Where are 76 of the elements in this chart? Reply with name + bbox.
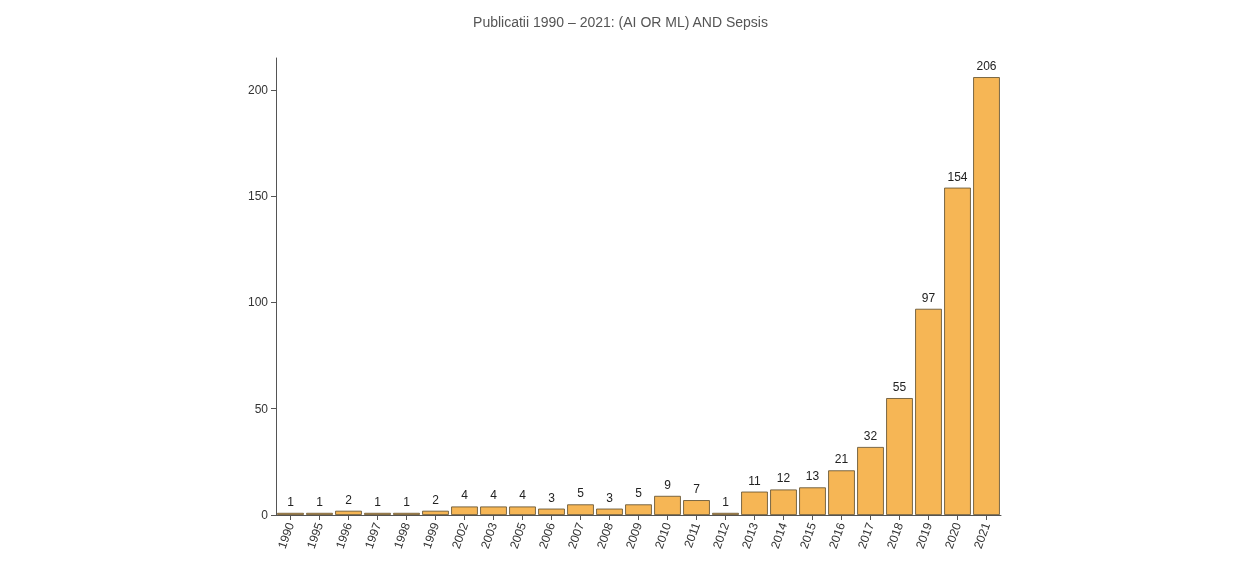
bar <box>683 500 710 515</box>
data-label: 154 <box>947 169 968 184</box>
x-tick-label: 2005 <box>506 520 530 551</box>
bar <box>944 187 971 515</box>
data-label: 21 <box>834 452 849 467</box>
x-tick-label: 2021 <box>970 520 994 551</box>
x-tick-label: 2019 <box>912 520 936 551</box>
x-tick-label: 1990 <box>274 520 298 551</box>
x-tick-label: 1999 <box>419 520 443 551</box>
x-tick-label: 2008 <box>593 520 617 551</box>
x-tick-label: 2006 <box>535 520 559 551</box>
data-label: 1 <box>722 494 730 509</box>
x-tick-label: 1997 <box>361 520 385 551</box>
data-label: 55 <box>892 380 907 395</box>
data-label: 1 <box>316 494 324 509</box>
x-tick-label: 1998 <box>390 520 414 551</box>
data-label: 2 <box>345 492 353 507</box>
x-tick-label: 2011 <box>681 520 704 550</box>
x-tick-label: 2020 <box>941 520 965 551</box>
y-tick-label: 150 <box>247 189 269 204</box>
bar <box>596 508 623 515</box>
data-label: 5 <box>635 486 643 501</box>
data-label: 11 <box>748 473 762 488</box>
x-tick-label: 2009 <box>622 520 646 551</box>
x-tick-label: 2016 <box>825 520 849 551</box>
bar <box>915 308 942 515</box>
data-label: 4 <box>490 488 498 503</box>
x-tick-label: 2007 <box>564 520 588 551</box>
data-label: 97 <box>921 290 936 305</box>
x-tick-label: 2015 <box>796 520 820 551</box>
x-tick-label: 2017 <box>854 520 878 551</box>
data-label: 12 <box>776 471 791 486</box>
x-tick-label: 2013 <box>738 520 762 551</box>
x-tick-label: 2014 <box>767 520 791 551</box>
data-label: 7 <box>693 482 701 497</box>
x-tick-label: 1995 <box>303 520 327 551</box>
data-label: 9 <box>664 477 672 492</box>
bar <box>799 487 826 515</box>
data-label: 2 <box>432 492 440 507</box>
bar <box>973 77 1000 515</box>
x-tick-label: 2010 <box>651 520 675 551</box>
bar <box>422 510 449 515</box>
bar <box>770 489 797 515</box>
data-label: 5 <box>577 486 585 501</box>
data-label: 206 <box>976 59 997 74</box>
data-label: 4 <box>461 488 469 503</box>
x-tick-label: 2002 <box>448 520 472 551</box>
data-label: 1 <box>403 494 411 509</box>
bar <box>335 510 362 515</box>
data-label: 3 <box>606 490 614 505</box>
data-label: 1 <box>374 494 382 509</box>
bar <box>480 506 507 515</box>
x-tick-label: 1996 <box>332 520 356 551</box>
data-label: 13 <box>805 469 820 484</box>
data-label: 4 <box>519 488 527 503</box>
y-tick-label: 0 <box>261 508 269 522</box>
bar <box>567 504 594 515</box>
y-tick-label: 50 <box>254 401 269 416</box>
x-tick-label: 2018 <box>883 520 907 551</box>
data-label: 32 <box>863 428 878 443</box>
chart-title: Publicatii 1990 – 2021: (AI OR ML) AND Sepsis <box>473 14 768 30</box>
bar <box>451 506 478 515</box>
data-label: 3 <box>548 490 556 505</box>
bar <box>741 491 768 515</box>
bar <box>538 508 565 515</box>
bar <box>857 446 884 515</box>
bar <box>828 470 855 515</box>
x-tick-label: 2003 <box>477 520 501 551</box>
bar <box>509 506 536 515</box>
bar <box>654 495 681 515</box>
bar <box>625 504 652 515</box>
data-label: 1 <box>287 494 295 509</box>
y-tick-label: 100 <box>247 295 269 310</box>
x-tick-label: 2012 <box>709 520 733 551</box>
bar <box>886 398 913 515</box>
y-tick-label: 200 <box>247 82 269 97</box>
